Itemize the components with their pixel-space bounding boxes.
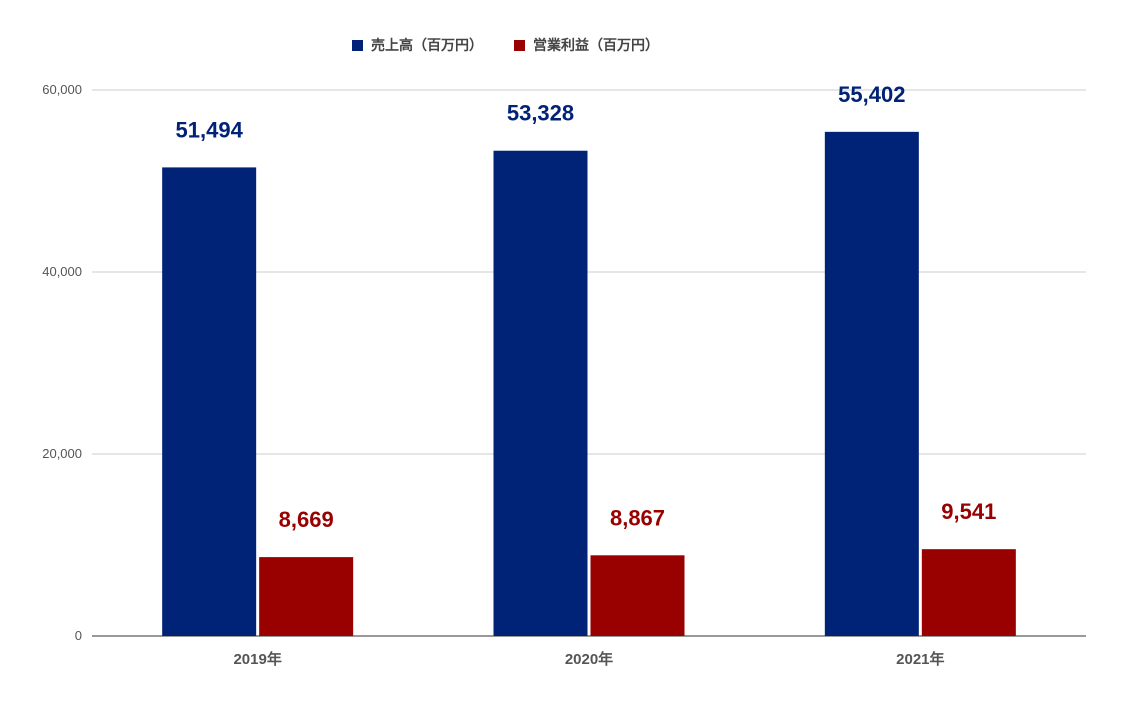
bar-operating-profit-0 <box>259 557 354 636</box>
legend-item: 売上高（百万円） <box>352 37 483 53</box>
y-tick-label: 60,000 <box>42 82 82 97</box>
data-label: 53,328 <box>507 101 574 126</box>
bar-sales-2 <box>824 131 919 636</box>
x-tick-label: 2020年 <box>565 650 613 668</box>
data-label: 8,867 <box>610 505 665 530</box>
bar-operating-profit-2 <box>921 549 1016 636</box>
legend-label: 営業利益（百万円） <box>533 37 659 53</box>
bars <box>162 131 1016 636</box>
legend-swatch <box>352 40 363 51</box>
y-tick-label: 0 <box>75 628 82 643</box>
data-labels: 51,494 8,669 53,328 8,867 55,402 9,541 <box>176 82 997 532</box>
data-label: 51,494 <box>176 117 244 142</box>
y-tick-label: 20,000 <box>42 446 82 461</box>
data-label: 55,402 <box>838 82 905 107</box>
gridlines <box>92 89 1086 637</box>
bar-sales-1 <box>493 150 588 636</box>
y-tick-label: 40,000 <box>42 264 82 279</box>
data-label: 8,669 <box>279 507 334 532</box>
x-axis-ticks: 2019年 2020年 2021年 <box>233 650 944 668</box>
legend-swatch <box>514 40 525 51</box>
legend-item: 営業利益（百万円） <box>514 37 659 53</box>
legend-label: 売上高（百万円） <box>371 37 483 53</box>
x-tick-label: 2021年 <box>896 650 944 668</box>
bar-operating-profit-1 <box>590 555 685 636</box>
data-label: 9,541 <box>941 499 996 524</box>
bar-sales-0 <box>162 167 257 636</box>
x-tick-label: 2019年 <box>233 650 281 668</box>
legend: 売上高（百万円） 営業利益（百万円） <box>352 37 659 53</box>
y-axis-ticks: 0 20,000 40,000 60,000 <box>42 82 82 643</box>
